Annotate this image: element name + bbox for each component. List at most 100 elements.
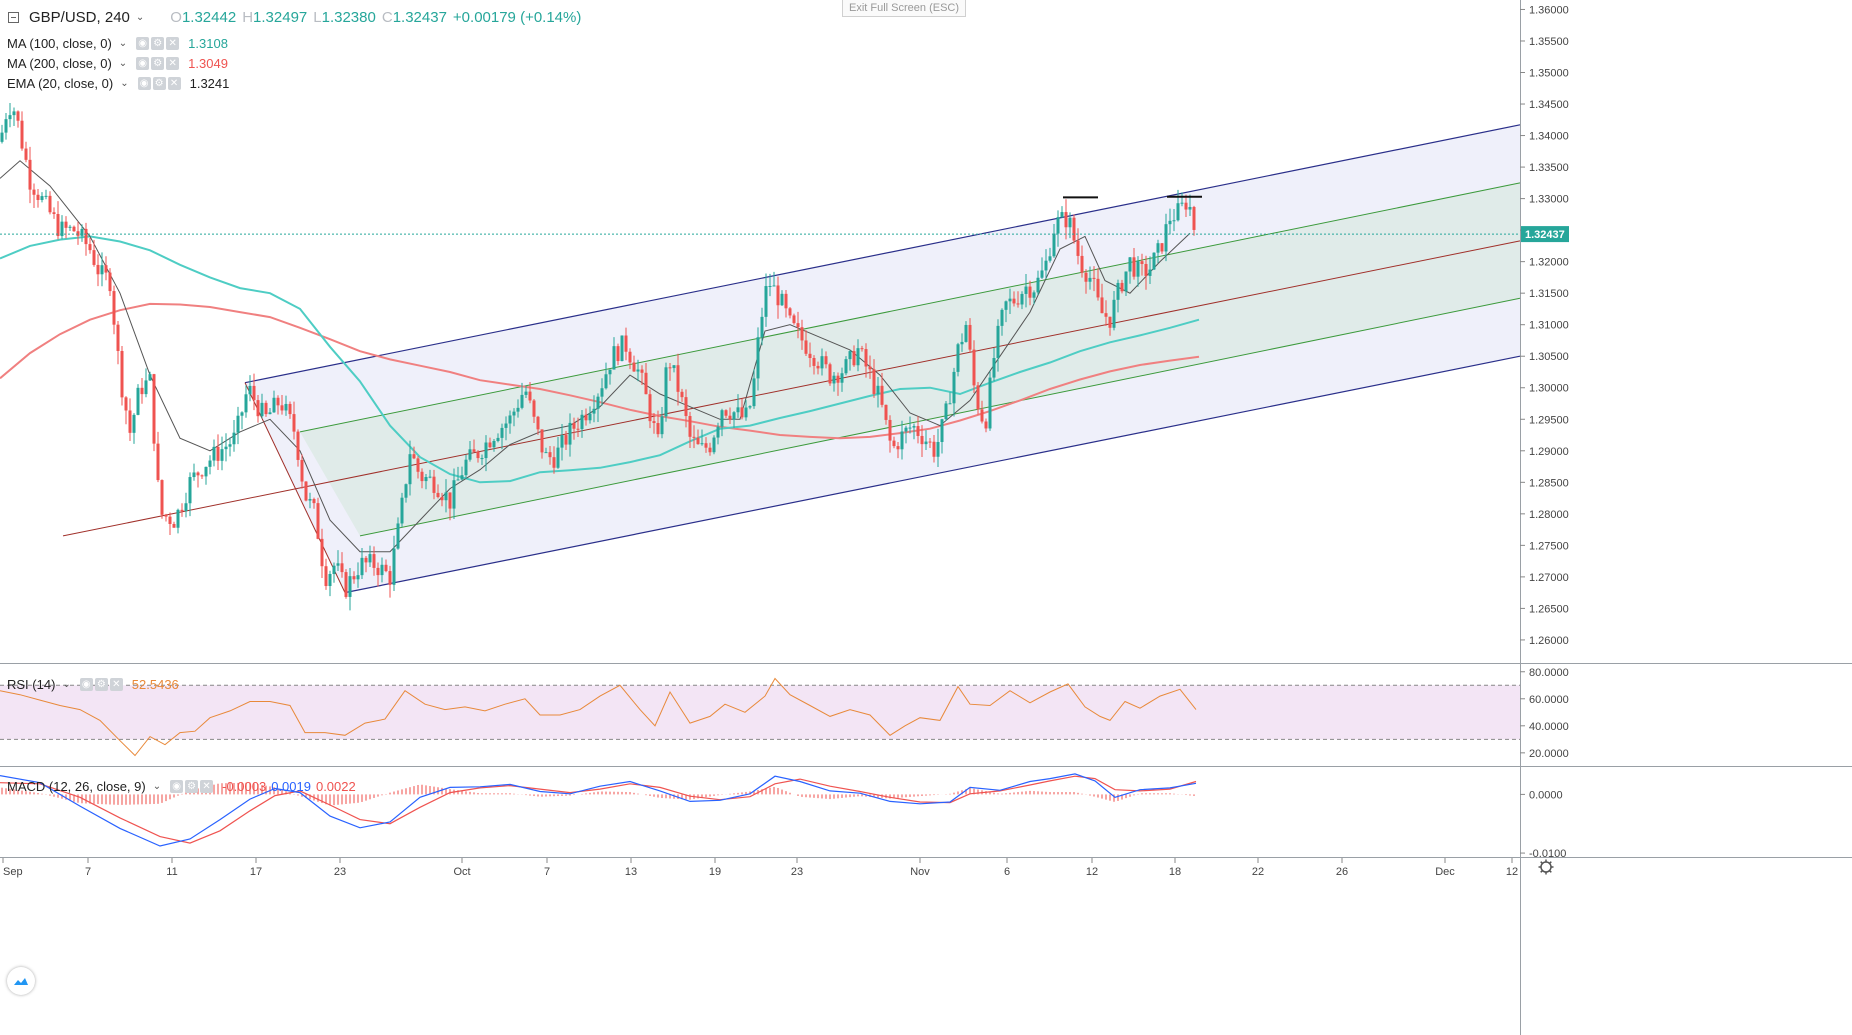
collapse-icon[interactable] — [8, 12, 19, 23]
time-tick-label: 26 — [1336, 866, 1348, 878]
rsi-tick-label: 40.0000 — [1529, 721, 1569, 733]
candle-body — [820, 356, 824, 369]
gear-tooth — [1549, 870, 1552, 873]
candle-body — [944, 403, 948, 420]
candle-body — [924, 441, 928, 445]
ma100-label[interactable]: MA (100, close, 0) — [7, 36, 112, 51]
candle-body — [692, 436, 696, 438]
candle-body — [1012, 298, 1016, 304]
chevron-down-icon[interactable]: ⌄ — [62, 679, 71, 690]
candle-body — [768, 285, 772, 287]
candle-body — [56, 214, 60, 237]
candle-body — [500, 427, 504, 438]
symbol-label[interactable]: GBP/USD, 240 — [29, 9, 130, 26]
candle-body — [52, 212, 56, 215]
candle-body — [476, 451, 480, 459]
indicator-buttons[interactable]: ◉ ⚙ ✕ — [137, 77, 181, 90]
candle-body — [164, 514, 168, 517]
legend-rsi[interactable]: RSI (14) ⌄ ◉ ⚙ ✕ 52.5436 — [7, 677, 179, 692]
candle-body — [1000, 309, 1004, 326]
candle-body — [896, 446, 900, 450]
close-icon[interactable]: ✕ — [200, 780, 214, 793]
macd-line — [0, 773, 1197, 847]
chevron-down-icon[interactable]: ⌄ — [120, 78, 129, 89]
candle-body — [220, 449, 224, 461]
candle-body — [148, 374, 152, 381]
ema20-label[interactable]: EMA (20, close, 0) — [7, 76, 114, 91]
candle-body — [572, 422, 576, 429]
indicator-buttons[interactable]: ◉ ⚙ ✕ — [79, 678, 123, 691]
price-tick-label: 1.27000 — [1529, 572, 1569, 584]
candle-body — [720, 410, 724, 427]
close-icon[interactable]: ✕ — [166, 57, 180, 70]
indicator-buttons[interactable]: ◉ ⚙ ✕ — [136, 37, 180, 50]
eye-icon[interactable]: ◉ — [136, 57, 150, 70]
candle-body — [480, 458, 484, 460]
legend-ma200[interactable]: MA (200, close, 0) ⌄ ◉ ⚙ ✕ 1.3049 — [7, 56, 228, 71]
rsi-tick-label: 80.0000 — [1529, 667, 1569, 679]
close-icon[interactable]: ✕ — [167, 77, 181, 90]
indicator-buttons[interactable]: ◉ ⚙ ✕ — [136, 57, 180, 70]
settings-icon[interactable]: ⚙ — [151, 57, 165, 70]
settings-icon[interactable]: ⚙ — [152, 77, 166, 90]
close-value: 1.32437 — [392, 9, 447, 26]
time-tick-label: 12 — [1086, 866, 1098, 878]
candle-body — [656, 423, 660, 435]
close-icon[interactable]: ✕ — [166, 37, 180, 50]
macd-label[interactable]: MACD (12, 26, close, 9) — [7, 779, 146, 794]
chevron-down-icon[interactable]: ⌄ — [135, 12, 145, 23]
time-tick-label: 6 — [1004, 866, 1010, 878]
price-tick-label: 1.27500 — [1529, 540, 1569, 552]
candle-body — [188, 477, 192, 504]
time-tick-label: 11 — [166, 866, 177, 878]
settings-icon[interactable]: ⚙ — [94, 678, 108, 691]
time-tick-label: 23 — [791, 866, 803, 878]
tradingview-logo[interactable] — [7, 967, 35, 995]
eye-icon[interactable]: ◉ — [137, 77, 151, 90]
price-tick-label: 1.34500 — [1529, 99, 1569, 111]
eye-icon[interactable]: ◉ — [170, 780, 184, 793]
exit-fullscreen-button[interactable]: Exit Full Screen (ESC) — [842, 0, 967, 17]
candle-body — [72, 226, 76, 232]
candle-body — [904, 427, 908, 432]
candle-body — [1036, 277, 1040, 293]
ma200-label[interactable]: MA (200, close, 0) — [7, 56, 112, 71]
candle-body — [328, 574, 332, 587]
candle-body — [104, 265, 108, 273]
settings-icon[interactable]: ⚙ — [185, 780, 199, 793]
candle-body — [948, 403, 952, 405]
chevron-down-icon[interactable]: ⌄ — [118, 58, 128, 69]
candle-body — [364, 557, 368, 563]
candle-body — [304, 481, 308, 501]
settings-gear-icon[interactable] — [1538, 859, 1554, 875]
legend-ma100[interactable]: MA (100, close, 0) ⌄ ◉ ⚙ ✕ 1.3108 — [7, 36, 228, 51]
candle-body — [48, 195, 52, 213]
rsi-label[interactable]: RSI (14) — [7, 677, 56, 692]
candle-body — [316, 503, 320, 539]
candle-body — [808, 353, 812, 358]
ma100-value: 1.3108 — [188, 36, 228, 51]
candle-body — [356, 575, 360, 580]
legend-macd[interactable]: MACD (12, 26, close, 9) ⌄ ◉ ⚙ ✕ -0.0003 0.… — [7, 779, 356, 794]
candle-body — [116, 324, 120, 351]
candle-body — [128, 410, 132, 433]
candle-body — [532, 400, 536, 417]
candle-body — [764, 286, 768, 317]
legend-ema20[interactable]: EMA (20, close, 0) ⌄ ◉ ⚙ ✕ 1.3241 — [7, 76, 229, 91]
time-tick-label: 22 — [1252, 866, 1264, 878]
low-key: L — [313, 9, 322, 26]
candle-body — [180, 509, 184, 512]
chevron-down-icon[interactable]: ⌄ — [118, 38, 128, 49]
time-tick-label: Nov — [910, 866, 930, 878]
settings-icon[interactable]: ⚙ — [151, 37, 165, 50]
candle-body — [568, 422, 572, 445]
chevron-down-icon[interactable]: ⌄ — [152, 781, 162, 792]
candle-body — [80, 228, 84, 236]
close-icon[interactable]: ✕ — [109, 678, 123, 691]
eye-icon[interactable]: ◉ — [79, 678, 93, 691]
candle-body — [244, 394, 248, 413]
indicator-buttons[interactable]: ◉ ⚙ ✕ — [170, 780, 214, 793]
eye-icon[interactable]: ◉ — [136, 37, 150, 50]
price-tick-label: 1.36000 — [1529, 4, 1569, 16]
